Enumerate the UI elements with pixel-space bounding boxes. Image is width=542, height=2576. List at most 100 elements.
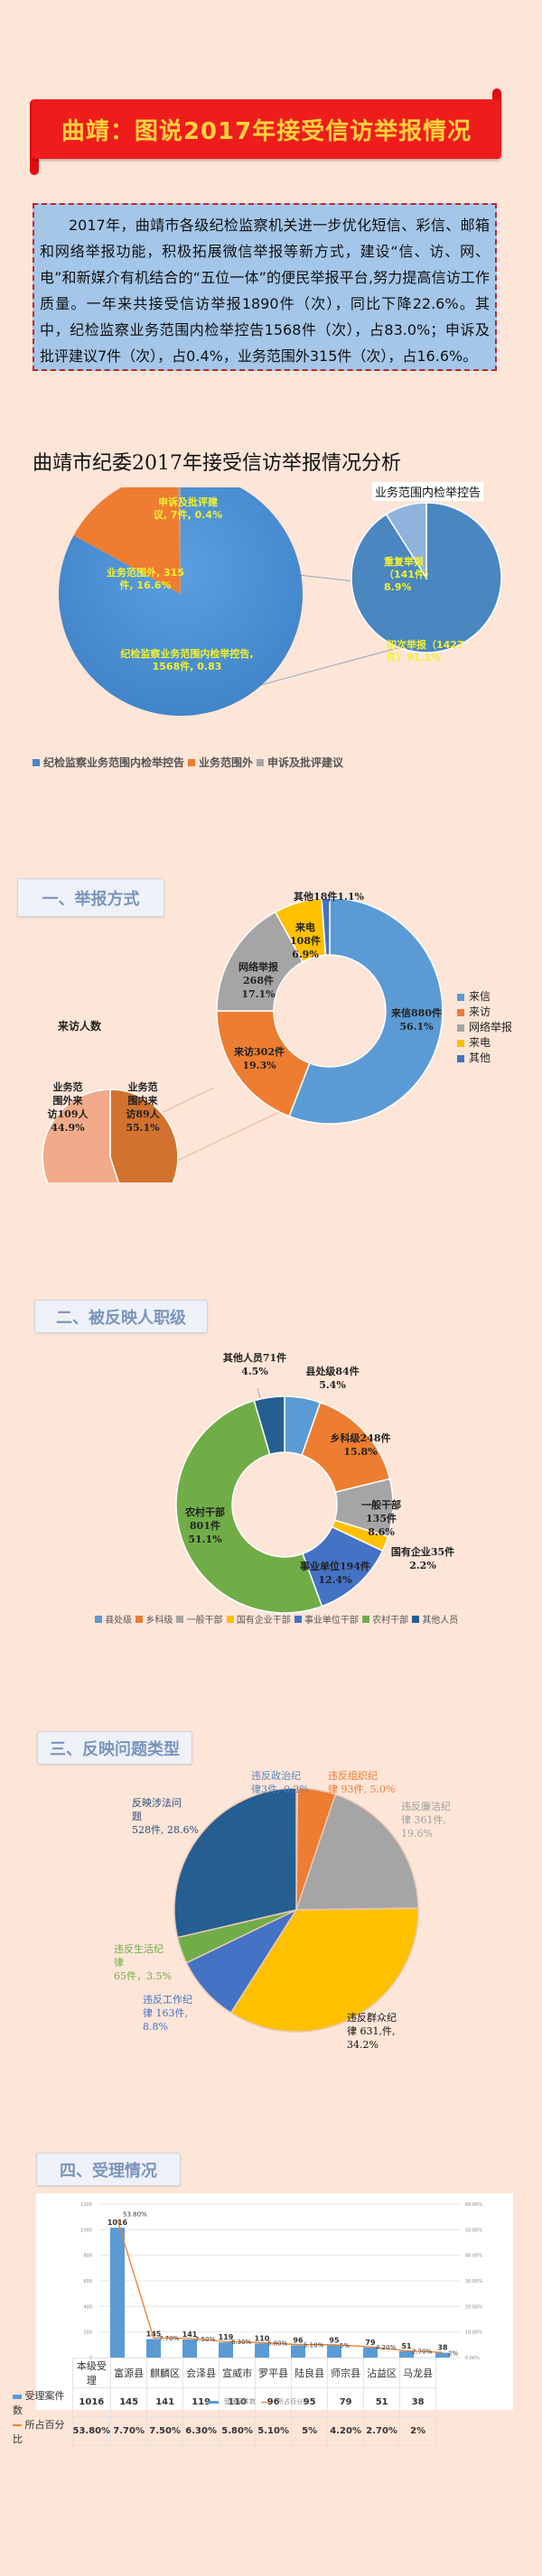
table-cell: 38 (399, 2387, 437, 2417)
legend-item: 事业单位干部 (304, 1616, 359, 1626)
line-value: 7.70% (159, 2335, 180, 2342)
bar-value: 145 (146, 2330, 162, 2338)
subchart-title: 业务范围内检举控告 (372, 482, 484, 501)
table-cell: 5.80% (219, 2416, 257, 2446)
label-visit-in-scope: 业务范 围内来 访89人 55.1% (126, 1081, 160, 1134)
category-label: 师宗县 (327, 2358, 365, 2388)
chart-slice (216, 1010, 311, 1117)
chart-slice (175, 1399, 323, 1614)
title-banner: 曲靖：图说2017年接受信访举报情况 (32, 99, 501, 159)
section-tag-rank: 二、被反映人职级 (34, 1300, 208, 1333)
category-label: 富源县 (110, 2358, 148, 2388)
category-label: 陆良县 (291, 2358, 329, 2388)
chart-slice (109, 1089, 179, 1182)
bar-value: 1016 (107, 2219, 128, 2227)
chart-slice (321, 897, 331, 956)
rank-legend: 县处级 乡科级 一般干部 国有企业干部 事业单位干部 农村干部 其他人员 (95, 1612, 458, 1626)
label-others: 其他人员71件 4.5% (222, 1352, 287, 1377)
slice-out-scope (73, 487, 181, 594)
y-tick-right: 20.00% (465, 2304, 482, 2310)
legend-item: 申诉及批评建议 (267, 756, 344, 769)
bar (182, 2340, 197, 2358)
label-legal: 反映涉法问 题 528件, 28.6% (132, 1797, 199, 1836)
legend-item: 业务范围外 (199, 756, 254, 769)
legend-item: 其他人员 (422, 1616, 459, 1626)
legend-item: 其他 (469, 1052, 491, 1064)
rank-donut (175, 1387, 394, 1614)
label-other: 其他18件1.1% (294, 891, 364, 903)
category-label: 沾益区 (363, 2358, 401, 2388)
table-cell: 141 (146, 2387, 184, 2417)
table-cell: 7.70% (110, 2416, 148, 2446)
label-general: 一般干部 135件8.6% (361, 1499, 401, 1538)
legend-item: 乡科级 (145, 1616, 173, 1626)
label-soe: 国有企业35件 2.2% (390, 1546, 455, 1571)
chart-slice (253, 1395, 285, 1456)
table-cell: 51 (363, 2387, 401, 2417)
acceptance-chart: 0 200 400 600 800 1000 1200 0.00% 10.00% 20.00% 30… (13, 2193, 513, 2446)
legend-item: 县处级 (105, 1616, 133, 1626)
percent-line (117, 2219, 444, 2353)
bar-value: 38 (437, 2344, 448, 2352)
label-visit: 来访302件 19.3% (234, 1046, 285, 1071)
category-label: 罗平县 (255, 2358, 293, 2388)
bar-value: 51 (401, 2342, 412, 2350)
section-tag-report-methods: 一、举报方式 (17, 878, 164, 917)
acceptance-legend: 受理案件数 所占百分比 (208, 2397, 309, 2406)
y-tick-right: 10.00% (465, 2330, 482, 2336)
report-methods-legend: 来信 来访 网络举报 来电 其他 (457, 989, 512, 1066)
bar (110, 2228, 125, 2358)
category-label: 麒麟区 (146, 2358, 184, 2388)
slice-first-report (350, 502, 502, 653)
overview-pie-chart (59, 487, 502, 716)
y-tick-right: 30.00% (465, 2279, 482, 2284)
label-online: 网络举报 268件17.1% (238, 961, 278, 1000)
table-cell: 53.80% (71, 2416, 112, 2446)
bar-value: 96 (293, 2336, 304, 2344)
y-tick-left: 600 (83, 2279, 92, 2284)
data-table: 本级受理 富源县 麒麟区 会泽县 宣威市 罗平县 陆良县 师宗县 沾益区 马龙县 受理案件数 101… (13, 2358, 437, 2446)
category-label: 马龙县 (399, 2358, 437, 2388)
slice-repeat-report (385, 502, 427, 580)
bar (146, 2339, 161, 2358)
legend-swatch-in-scope (33, 758, 40, 766)
label-visit-out-scope: 业务范 围外来 访109人 44.9% (47, 1081, 89, 1134)
section-tag-acceptance: 四、受理情况 (36, 2153, 181, 2186)
bar (363, 2347, 378, 2358)
table-cell: 6.30% (182, 2416, 220, 2446)
row-label-percent: 所占百分比 (13, 2418, 65, 2445)
label-first-report: 初次举报（1427件）91.1% (387, 639, 464, 663)
table-cell: 1016 (71, 2387, 112, 2417)
line-value: 7.50% (195, 2336, 216, 2343)
label-letter: 来信880件 56.1% (391, 1007, 442, 1033)
row-label-count: 受理案件数 (13, 2389, 65, 2416)
label-repeat-report: 重复举报（141件）8.9% (384, 556, 435, 593)
line-value: 6.30% (231, 2339, 252, 2346)
line-value: 5% (340, 2342, 350, 2349)
label-institution: 事业单位194件 12.4% (300, 1561, 370, 1586)
line-value: 5.10% (304, 2342, 324, 2349)
overview-chart-title: 曲靖市纪委2017年接受信访举报情况分析 (33, 452, 401, 475)
line-value: 5.80% (267, 2340, 288, 2348)
legend-item: 国有企业干部 (236, 1616, 291, 1626)
bar-value: 79 (365, 2339, 376, 2347)
legend-swatch-out-scope (188, 758, 196, 766)
chart-slice (173, 1787, 297, 1939)
category-label: 本级受理 (71, 2358, 112, 2388)
visitors-subtitle: 来访人数 (57, 1020, 101, 1033)
overview-legend: 纪检监察业务范围内检举控告 业务范围外 申诉及批评建议 (33, 755, 343, 770)
table-cell: 7.50% (146, 2416, 184, 2446)
label-in-scope: 纪检监察业务范围内检举控告, 1568件, 0.83 (120, 648, 254, 672)
legend-item: 来信 (469, 990, 491, 1003)
label-rural: 农村干部 801件51.1% (185, 1506, 225, 1545)
slice-in-scope (59, 487, 304, 716)
line-value: 2.70% (412, 2348, 433, 2355)
y-tick-left: 1000 (80, 2228, 92, 2233)
bar (219, 2342, 233, 2358)
category-label: 会泽县 (182, 2358, 220, 2388)
bar (327, 2345, 341, 2358)
label-political: 违反政治纪 律3件, 0.2% (251, 1770, 309, 1795)
legend-item: 一般干部 (186, 1616, 223, 1626)
table-cell: 5.10% (255, 2416, 293, 2446)
legend-item: 网络举报 (469, 1021, 513, 1033)
